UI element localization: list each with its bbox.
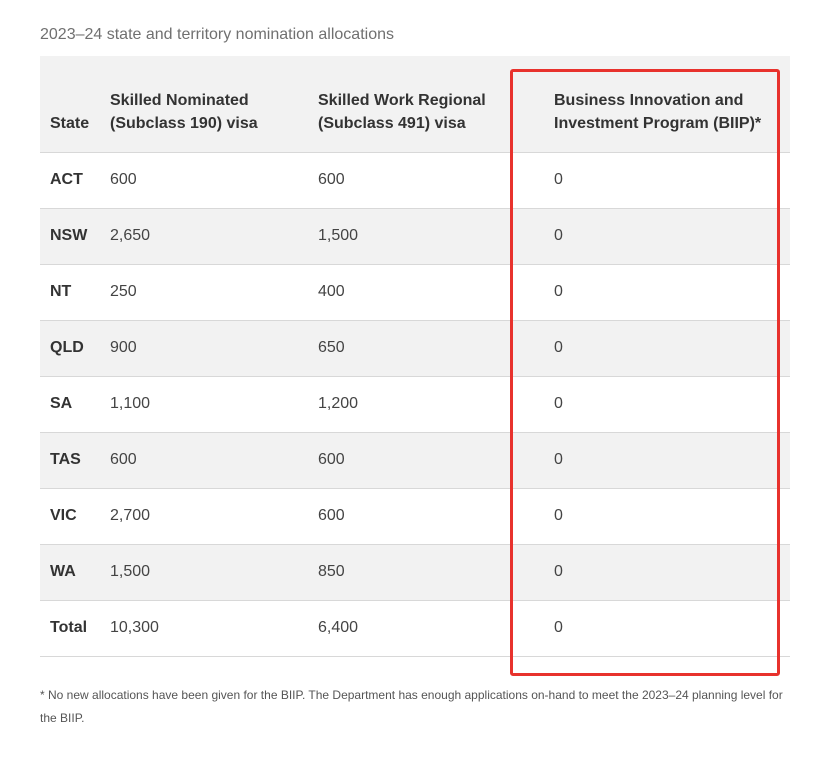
skilled-nominated-cell: 1,100 xyxy=(100,376,308,433)
skilled-nominated-cell: 600 xyxy=(100,152,308,209)
state-cell: NT xyxy=(40,264,100,321)
state-cell: VIC xyxy=(40,488,100,545)
skilled-nominated-cell: 10,300 xyxy=(100,600,308,657)
allocations-table-container: State Skilled Nominated (Subclass 190) v… xyxy=(40,56,790,657)
table-row: TAS 600 600 0 xyxy=(40,432,790,489)
skilled-work-regional-cell: 600 xyxy=(308,432,526,489)
skilled-nominated-cell: 900 xyxy=(100,320,308,377)
biip-cell: 0 xyxy=(526,600,790,657)
skilled-nominated-cell: 1,500 xyxy=(100,544,308,601)
table-row: QLD 900 650 0 xyxy=(40,320,790,377)
table-row: ACT 600 600 0 xyxy=(40,152,790,209)
header-state: State xyxy=(40,56,100,153)
table-caption: 2023–24 state and territory nomination a… xyxy=(40,26,394,43)
skilled-nominated-cell: 2,700 xyxy=(100,488,308,545)
biip-cell: 0 xyxy=(526,488,790,545)
skilled-nominated-cell: 600 xyxy=(100,432,308,489)
skilled-work-regional-cell: 1,500 xyxy=(308,208,526,265)
header-skilled-work-regional: Skilled Work Regional (Subclass 491) vis… xyxy=(308,56,526,153)
skilled-nominated-cell: 250 xyxy=(100,264,308,321)
table-row: NT 250 400 0 xyxy=(40,264,790,321)
skilled-work-regional-cell: 400 xyxy=(308,264,526,321)
table-row: SA 1,100 1,200 0 xyxy=(40,376,790,433)
state-cell: SA xyxy=(40,376,100,433)
state-cell: Total xyxy=(40,600,100,657)
table-row: NSW 2,650 1,500 0 xyxy=(40,208,790,265)
table-row-total: Total 10,300 6,400 0 xyxy=(40,600,790,657)
biip-cell: 0 xyxy=(526,376,790,433)
biip-cell: 0 xyxy=(526,208,790,265)
state-cell: ACT xyxy=(40,152,100,209)
header-skilled-nominated: Skilled Nominated (Subclass 190) visa xyxy=(100,56,308,153)
biip-cell: 0 xyxy=(526,432,790,489)
table-header-row: State Skilled Nominated (Subclass 190) v… xyxy=(40,56,790,153)
state-cell: TAS xyxy=(40,432,100,489)
table-row: WA 1,500 850 0 xyxy=(40,544,790,601)
state-cell: NSW xyxy=(40,208,100,265)
biip-cell: 0 xyxy=(526,320,790,377)
table-body: ACT 600 600 0 NSW 2,650 1,500 0 NT 250 4… xyxy=(40,152,790,657)
biip-cell: 0 xyxy=(526,152,790,209)
table-row: VIC 2,700 600 0 xyxy=(40,488,790,545)
allocations-table: State Skilled Nominated (Subclass 190) v… xyxy=(40,56,790,657)
skilled-work-regional-cell: 600 xyxy=(308,488,526,545)
skilled-nominated-cell: 2,650 xyxy=(100,208,308,265)
state-cell: WA xyxy=(40,544,100,601)
biip-cell: 0 xyxy=(526,544,790,601)
skilled-work-regional-cell: 6,400 xyxy=(308,600,526,657)
skilled-work-regional-cell: 1,200 xyxy=(308,376,526,433)
footnote: * No new allocations have been given for… xyxy=(40,688,783,725)
biip-cell: 0 xyxy=(526,264,790,321)
skilled-work-regional-cell: 850 xyxy=(308,544,526,601)
skilled-work-regional-cell: 650 xyxy=(308,320,526,377)
skilled-work-regional-cell: 600 xyxy=(308,152,526,209)
state-cell: QLD xyxy=(40,320,100,377)
header-biip: Business Innovation and Investment Progr… xyxy=(526,56,790,153)
